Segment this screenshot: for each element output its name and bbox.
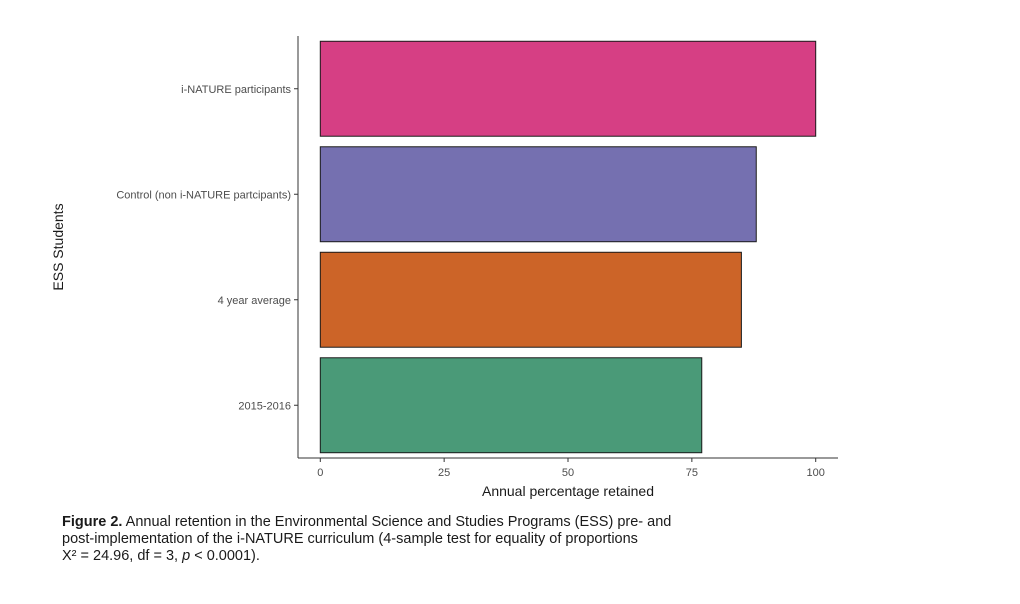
figure-label: Figure 2. — [62, 514, 123, 530]
bar-chart: i-NATURE participants Control (non i-NATU… — [50, 36, 838, 499]
x-tick-label: 50 — [562, 467, 574, 479]
y-tick-label: i-NATURE participants — [181, 84, 291, 96]
x-tick-label: 100 — [807, 467, 825, 479]
figure-caption: Figure 2. Annual retention in the Enviro… — [62, 514, 842, 565]
x-axis-title: Annual percentage retained — [482, 483, 654, 499]
bar-1 — [319, 146, 757, 243]
y-tick-label: 4 year average — [218, 295, 291, 307]
caption-text-1: Annual retention in the Environmental Sc… — [122, 514, 672, 530]
x-axis-ticks: 0 25 50 75 100 — [317, 458, 825, 479]
y-tick-label: Control (non i-NATURE partcipants) — [116, 189, 291, 201]
caption-line-2: post-implementation of the i-NATURE curr… — [62, 531, 638, 547]
bar-2 — [319, 251, 742, 348]
y-axis-ticks: i-NATURE participants Control (non i-NATU… — [116, 84, 298, 412]
x-tick-label: 0 — [317, 467, 323, 479]
bar-0 — [319, 40, 817, 137]
caption-text-3a: X² = 24.96, df = 3, — [62, 548, 183, 564]
x-tick-label: 75 — [686, 467, 698, 479]
caption-line-1: Figure 2. Annual retention in the Enviro… — [62, 514, 842, 531]
x-tick-label: 25 — [438, 467, 450, 479]
bar-group — [319, 40, 817, 454]
caption-text-3b: < 0.0001). — [190, 548, 260, 564]
caption-line-3: X² = 24.96, df = 3, p < 0.0001). — [62, 548, 842, 565]
y-tick-label: 2015-2016 — [238, 400, 291, 412]
p-symbol: p — [182, 548, 191, 564]
y-axis-title: ESS Students — [50, 203, 66, 290]
bar-3 — [319, 357, 703, 454]
